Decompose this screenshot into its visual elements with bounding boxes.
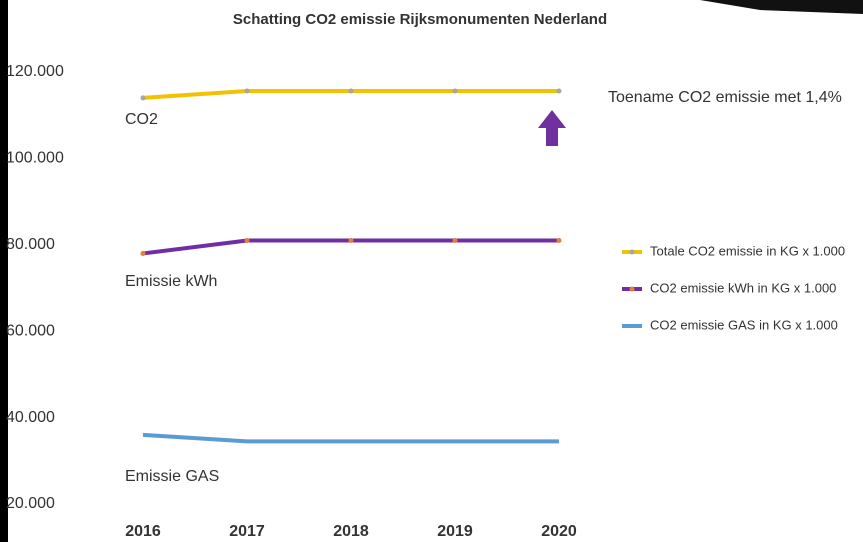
annotation: CO2: [125, 111, 158, 128]
point: [452, 88, 458, 94]
series-line: [142, 432, 559, 444]
point: [348, 237, 354, 243]
up-arrow: [538, 110, 566, 146]
legend-label: CO2 emissie GAS in KG x 1.000: [650, 317, 838, 332]
y-tick-label: 80.000: [6, 236, 55, 253]
point: [348, 88, 354, 94]
y-tick-label: 20.000: [6, 495, 55, 512]
point: [452, 237, 458, 243]
x-tick-label: 2019: [437, 523, 473, 540]
x-tick-label: 2017: [229, 523, 265, 540]
y-tick-label: 120.000: [6, 63, 64, 80]
y-tick-label: 100.000: [6, 150, 64, 167]
y-tick-label: 40.000: [6, 409, 55, 426]
annotation: Emissie GAS: [125, 468, 219, 485]
legend-marker: [629, 286, 635, 292]
annotation: Emissie kWh: [125, 273, 217, 290]
annotation: Toename CO2 emissie met 1,4%: [608, 89, 842, 106]
point: [556, 237, 562, 243]
legend-label: CO2 emissie kWh in KG x 1.000: [650, 280, 836, 295]
x-tick-label: 2020: [541, 523, 577, 540]
point: [244, 237, 250, 243]
x-tick-label: 2016: [125, 523, 161, 540]
chart-title: Schatting CO2 emissie Rijksmonumenten Ne…: [233, 11, 607, 28]
point: [140, 95, 146, 101]
legend-marker: [629, 249, 635, 255]
x-tick-label: 2018: [333, 523, 369, 540]
point: [556, 88, 562, 94]
corner: [700, 0, 863, 14]
point: [244, 88, 250, 94]
left-edge: [0, 0, 8, 542]
point: [140, 250, 146, 256]
y-tick-label: 60.000: [6, 322, 55, 339]
legend-label: Totale CO2 emissie in KG x 1.000: [650, 243, 845, 258]
